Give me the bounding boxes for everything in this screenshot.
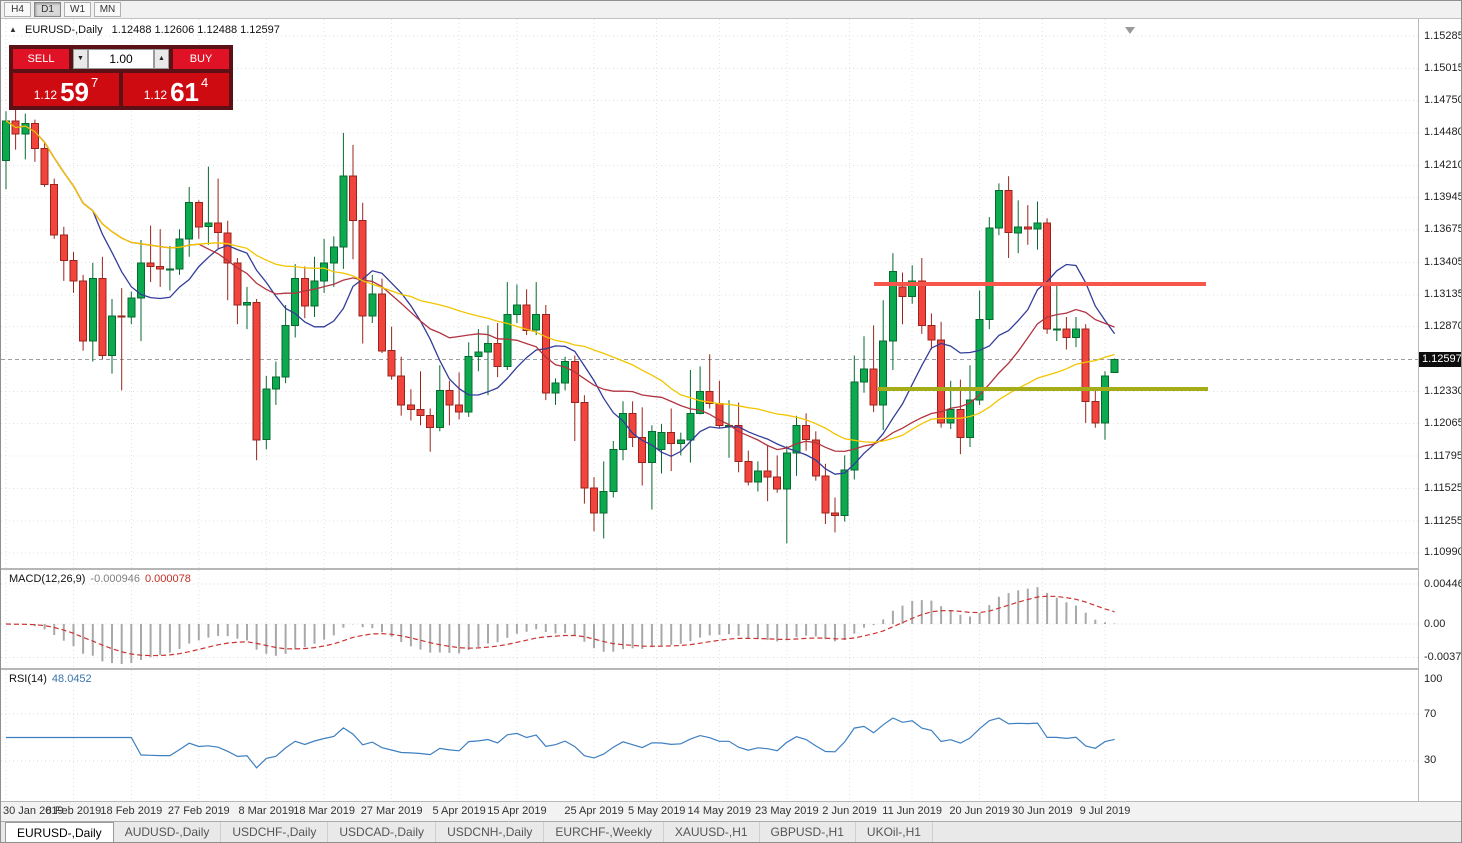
date-label: 30 Jun 2019 <box>1012 805 1073 817</box>
one-click-toggle-icon[interactable]: ▲ <box>9 25 17 34</box>
price-axis-label: 1.12065 <box>1424 417 1462 429</box>
macd-name: MACD(12,26,9) <box>9 573 86 585</box>
price-axis[interactable]: 1.15285 1.15015 1.14750 1.14480 1.14210 1.139… <box>1418 19 1462 801</box>
panel-splitter[interactable] <box>1 668 1418 670</box>
rsi-indicator-canvas[interactable] <box>1 670 1418 801</box>
price-axis-label: 1.13405 <box>1424 256 1462 268</box>
timeframe-toolbar: H4 D1 W1 MN <box>1 1 1461 19</box>
price-axis-label: 1.12330 <box>1424 385 1462 397</box>
date-label: 23 May 2019 <box>755 805 819 817</box>
price-axis-label: 1.12870 <box>1424 320 1462 332</box>
date-label: 2 Jun 2019 <box>822 805 877 817</box>
price-axis-label: 1.13135 <box>1424 288 1462 300</box>
price-axis-label: 1.13675 <box>1424 223 1462 235</box>
volume-increase-button[interactable]: ▲ <box>154 49 169 69</box>
date-label: 9 Jul 2019 <box>1079 805 1131 817</box>
chart-tabs-bar: EURUSD-,Daily AUDUSD-,Daily USDCHF-,Daily U… <box>1 821 1461 842</box>
price-axis-label: 1.10990 <box>1424 546 1462 558</box>
buy-price-big-digits: 61 <box>170 77 200 107</box>
timeframe-button-mn[interactable]: MN <box>94 2 121 17</box>
price-axis-label: 1.13945 <box>1424 191 1462 203</box>
buy-price-pipette: 4 <box>201 75 209 90</box>
date-label: 27 Feb 2019 <box>167 805 230 817</box>
rsi-axis-label: 30 <box>1424 754 1437 766</box>
current-price-badge: 1.12597 <box>1419 352 1461 367</box>
price-axis-label: 1.14480 <box>1424 126 1462 138</box>
macd-signal-value: 0.000078 <box>144 573 191 585</box>
macd-axis-label: 0.00 <box>1424 618 1446 630</box>
buy-button[interactable]: BUY <box>173 49 229 69</box>
macd-axis-label: 0.004465 <box>1424 578 1461 590</box>
rsi-label: RSI(14) 48.0452 <box>9 673 92 685</box>
chart-tab-xauusd-h1[interactable]: XAUUSD-,H1 <box>664 822 760 842</box>
price-axis-label: 1.11255 <box>1424 515 1462 527</box>
rsi-name: RSI(14) <box>9 673 47 685</box>
volume-decrease-button[interactable]: ▼ <box>73 49 88 69</box>
chart-tab-ukoil-h1[interactable]: UKOil-,H1 <box>856 822 933 842</box>
sell-button[interactable]: SELL <box>13 49 69 69</box>
date-label: 14 May 2019 <box>687 805 752 817</box>
date-label: 5 Apr 2019 <box>432 805 486 817</box>
date-label: 8 Feb 2019 <box>45 805 102 817</box>
price-axis-label: 1.14210 <box>1424 159 1462 171</box>
timeframe-button-h4[interactable]: H4 <box>4 2 31 17</box>
chart-tab-gbpusd-h1[interactable]: GBPUSD-,H1 <box>760 822 856 842</box>
date-label: 11 Jun 2019 <box>882 805 943 817</box>
macd-main-value: -0.000946 <box>90 573 140 585</box>
volume-input[interactable] <box>88 49 154 69</box>
date-label: 27 Mar 2019 <box>360 805 423 817</box>
chart-ohlc-values: 1.12488 1.12606 1.12488 1.12597 <box>111 24 280 36</box>
rsi-value: 48.0452 <box>51 673 92 685</box>
date-label: 20 Jun 2019 <box>949 805 1010 817</box>
volume-decrease-icon: ▼ <box>77 55 84 62</box>
chart-tab-eurchf-weekly[interactable]: EURCHF-,Weekly <box>544 822 664 842</box>
sell-price-prefix: 1.12 <box>33 88 58 102</box>
sell-price-big-digits: 59 <box>60 77 90 107</box>
panel-splitter[interactable] <box>1 568 1418 570</box>
main-chart-canvas[interactable] <box>1 19 1418 568</box>
timeframe-button-d1[interactable]: D1 <box>34 2 61 17</box>
chart-tab-eurusd-daily[interactable]: EURUSD-,Daily <box>5 822 114 842</box>
date-label: 25 Apr 2019 <box>564 805 624 817</box>
time-axis[interactable]: 30 Jan 2019 8 Feb 2019 18 Feb 2019 27 Feb 2… <box>1 801 1461 821</box>
date-label: 18 Feb 2019 <box>100 805 163 817</box>
support-line[interactable] <box>878 387 1208 391</box>
buy-price-display[interactable]: 1.12 61 4 <box>123 73 229 106</box>
chart-tab-usdchf-daily[interactable]: USDCHF-,Daily <box>221 822 329 842</box>
rsi-axis-label: 100 <box>1424 673 1443 685</box>
macd-label: MACD(12,26,9) -0.000946 0.000078 <box>9 573 191 585</box>
price-axis-label: 1.14750 <box>1424 94 1462 106</box>
one-click-trading-panel: SELL ▼ ▲ BUY 1.12 59 7 1.12 61 4 <box>9 45 233 110</box>
resistance-line[interactable] <box>874 282 1206 286</box>
date-label: 15 Apr 2019 <box>487 805 547 817</box>
chart-title: ▲ EURUSD-,Daily 1.12488 1.12606 1.12488 … <box>9 24 280 36</box>
date-label: 30 Jan 2019 <box>3 805 64 817</box>
date-label: 5 May 2019 <box>627 805 686 817</box>
price-axis-label: 1.15285 <box>1424 30 1462 42</box>
date-label: 18 Mar 2019 <box>293 805 355 817</box>
price-axis-label: 1.11525 <box>1424 482 1462 494</box>
macd-axis-label: -0.003715 <box>1424 651 1462 663</box>
volume-increase-icon: ▲ <box>158 55 165 62</box>
chart-tab-audusd-daily[interactable]: AUDUSD-,Daily <box>114 822 222 842</box>
buy-price-prefix: 1.12 <box>143 88 168 102</box>
chart-symbol-label: EURUSD-,Daily <box>24 24 103 36</box>
date-label: 8 Mar 2019 <box>238 805 295 817</box>
timeframe-button-w1[interactable]: W1 <box>64 2 91 17</box>
price-axis-label: 1.15015 <box>1424 62 1462 74</box>
chart-tab-usdcad-daily[interactable]: USDCAD-,Daily <box>328 822 437 842</box>
price-axis-label: 1.11795 <box>1424 450 1462 462</box>
chart-shift-icon[interactable] <box>1125 27 1135 34</box>
sell-price-pipette: 7 <box>91 75 99 90</box>
macd-indicator-canvas[interactable] <box>1 570 1418 668</box>
rsi-axis-label: 70 <box>1424 708 1437 720</box>
chart-tab-usdcnh-daily[interactable]: USDCNH-,Daily <box>436 822 545 842</box>
sell-price-display[interactable]: 1.12 59 7 <box>13 73 119 106</box>
